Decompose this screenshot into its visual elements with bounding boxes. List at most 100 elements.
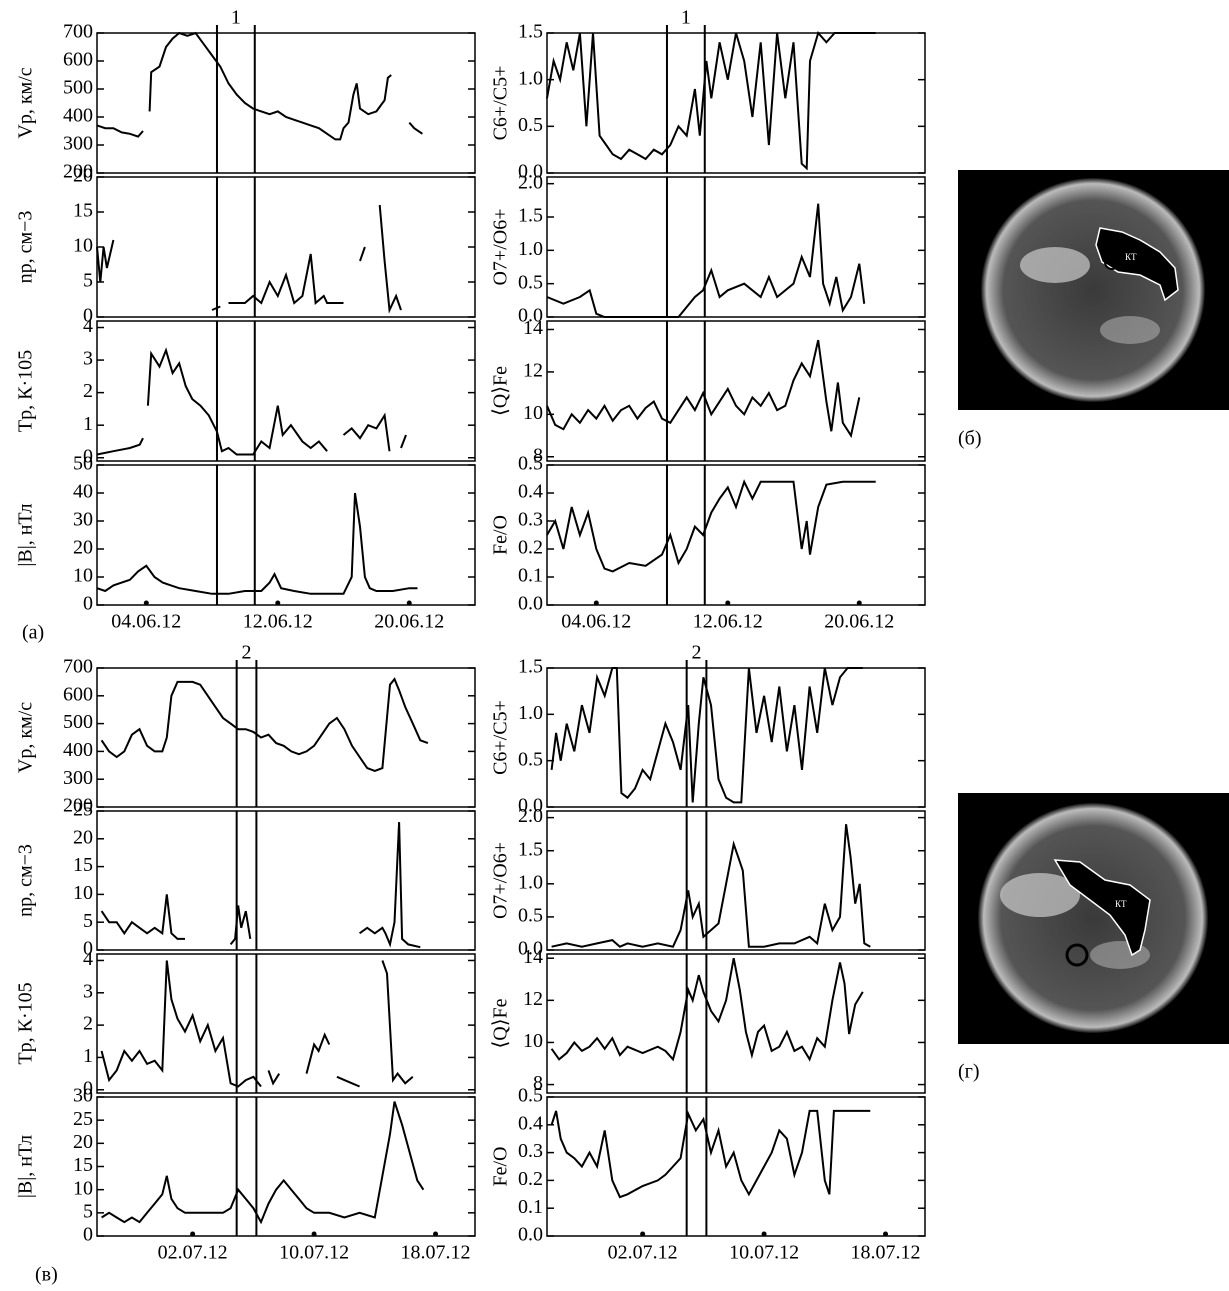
plot-frame (546, 176, 926, 318)
y-tick-label: 25 (73, 1108, 93, 1130)
y-tick-label: 700 (63, 21, 93, 43)
y-axis-label: Fe/O (490, 1147, 512, 1187)
y-tick-label: 400 (63, 105, 93, 127)
y-tick-label: 0.2 (518, 1168, 543, 1190)
y-axis-label: |B|, нТл (15, 1135, 37, 1198)
y-tick-label: 50 (73, 453, 93, 475)
y-tick-label: 2.0 (518, 805, 543, 827)
x-tick-label: 18.07.12 (401, 1242, 471, 1264)
plot-frame (546, 32, 926, 174)
data-line (546, 203, 866, 318)
y-tick-label: 2 (83, 1013, 93, 1035)
y-tick-label: 0.0 (518, 938, 543, 960)
y-tick-label: 3 (83, 348, 93, 370)
data-line (546, 479, 876, 573)
y-axis-label: Vp, км/с (15, 702, 37, 773)
plot-frame (546, 464, 926, 606)
y-tick-label: 500 (63, 77, 93, 99)
y-tick-label: 0.5 (518, 114, 543, 136)
y-axis-label: O7+/O6+ (490, 842, 512, 919)
plot-frame (546, 320, 926, 462)
y-axis-label: O7+/O6+ (490, 208, 512, 285)
y-tick-label: 1 (83, 413, 93, 435)
plot-frame (96, 32, 476, 174)
plot-frame (96, 667, 476, 808)
plot-frame (96, 320, 476, 462)
y-tick-label: 0.5 (518, 1085, 543, 1107)
y-tick-label: 600 (63, 49, 93, 71)
y-tick-label: 2.0 (518, 171, 543, 193)
y-tick-label: 200 (63, 795, 93, 817)
x-tick (406, 600, 412, 606)
y-tick-label: 0.3 (518, 1140, 543, 1162)
y-tick-label: 12 (523, 360, 543, 382)
x-tick (761, 1231, 767, 1237)
x-tick-label: 20.06.12 (374, 611, 444, 633)
data-line (96, 347, 407, 456)
y-axis-label: C6+/C5+ (490, 66, 512, 141)
x-tick (883, 1231, 889, 1237)
y-tick-label: 25 (73, 799, 93, 821)
y-tick-label: 0.2 (518, 537, 543, 559)
y-tick-label: 30 (73, 509, 93, 531)
y-tick-label: 1.5 (518, 656, 543, 678)
y-tick-label: 0.4 (518, 481, 543, 503)
y-tick-label: 20 (73, 165, 93, 187)
x-tick (190, 1231, 196, 1237)
y-tick-label: 15 (73, 854, 93, 876)
y-axis-label: ⟨Q⟩Fe (490, 366, 512, 416)
solar-image: КТ (958, 170, 1229, 410)
y-tick-label: 1.5 (518, 21, 543, 43)
y-tick-label: 20 (73, 1131, 93, 1153)
y-axis-label: ⟨Q⟩Fe (490, 998, 512, 1048)
solar-image: КТ (958, 793, 1229, 1044)
y-tick-label: 0.0 (518, 795, 543, 817)
y-tick-label: 0 (83, 1224, 93, 1246)
y-tick-label: 0.0 (518, 1224, 543, 1246)
y-tick-label: 10 (523, 1030, 543, 1052)
y-tick-label: 0 (83, 593, 93, 615)
y-tick-label: 15 (73, 200, 93, 222)
y-tick-label: 700 (63, 656, 93, 678)
plot-frame (546, 1096, 926, 1237)
y-tick-label: 0.5 (518, 748, 543, 770)
y-tick-label: 8 (533, 444, 543, 466)
plot-frame (546, 810, 926, 951)
y-tick-label: 0 (83, 1077, 93, 1099)
x-tick (143, 600, 149, 606)
x-tick-label: 10.07.12 (729, 1242, 799, 1264)
data-line (546, 339, 861, 439)
data-line (550, 1109, 871, 1199)
y-tick-label: 0.5 (518, 453, 543, 475)
y-tick-label: 0 (83, 938, 93, 960)
panel-label: (г) (958, 1061, 980, 1083)
y-tick-label: 0 (83, 445, 93, 467)
x-tick-label: 12.06.12 (243, 611, 313, 633)
y-tick-label: 10 (73, 565, 93, 587)
y-tick-label: 1.0 (518, 67, 543, 89)
data-line (546, 30, 876, 171)
plot-frame (546, 953, 926, 1094)
data-line (100, 960, 414, 1088)
x-tick-label: 04.06.12 (561, 611, 631, 633)
y-tick-label: 1.0 (518, 238, 543, 260)
y-tick-label: 10 (73, 235, 93, 257)
y-tick-label: 5 (83, 1200, 93, 1222)
y-tick-label: 300 (63, 767, 93, 789)
y-tick-label: 1.5 (518, 205, 543, 227)
region-label: КТ (1125, 252, 1137, 262)
x-tick (275, 600, 281, 606)
y-tick-label: 4 (83, 315, 93, 337)
y-tick-label: 20 (73, 826, 93, 848)
event-label: 2 (242, 642, 252, 664)
y-axis-label: Tp, К·105 (15, 350, 37, 432)
data-line (100, 677, 429, 772)
y-tick-label: 200 (63, 161, 93, 183)
data-line (551, 824, 871, 948)
y-tick-label: 1 (83, 1045, 93, 1067)
plot-frame (96, 464, 476, 606)
y-tick-label: 0.0 (518, 305, 543, 327)
panel-label: (в) (35, 1264, 58, 1286)
x-tick-label: 04.06.12 (111, 611, 181, 633)
